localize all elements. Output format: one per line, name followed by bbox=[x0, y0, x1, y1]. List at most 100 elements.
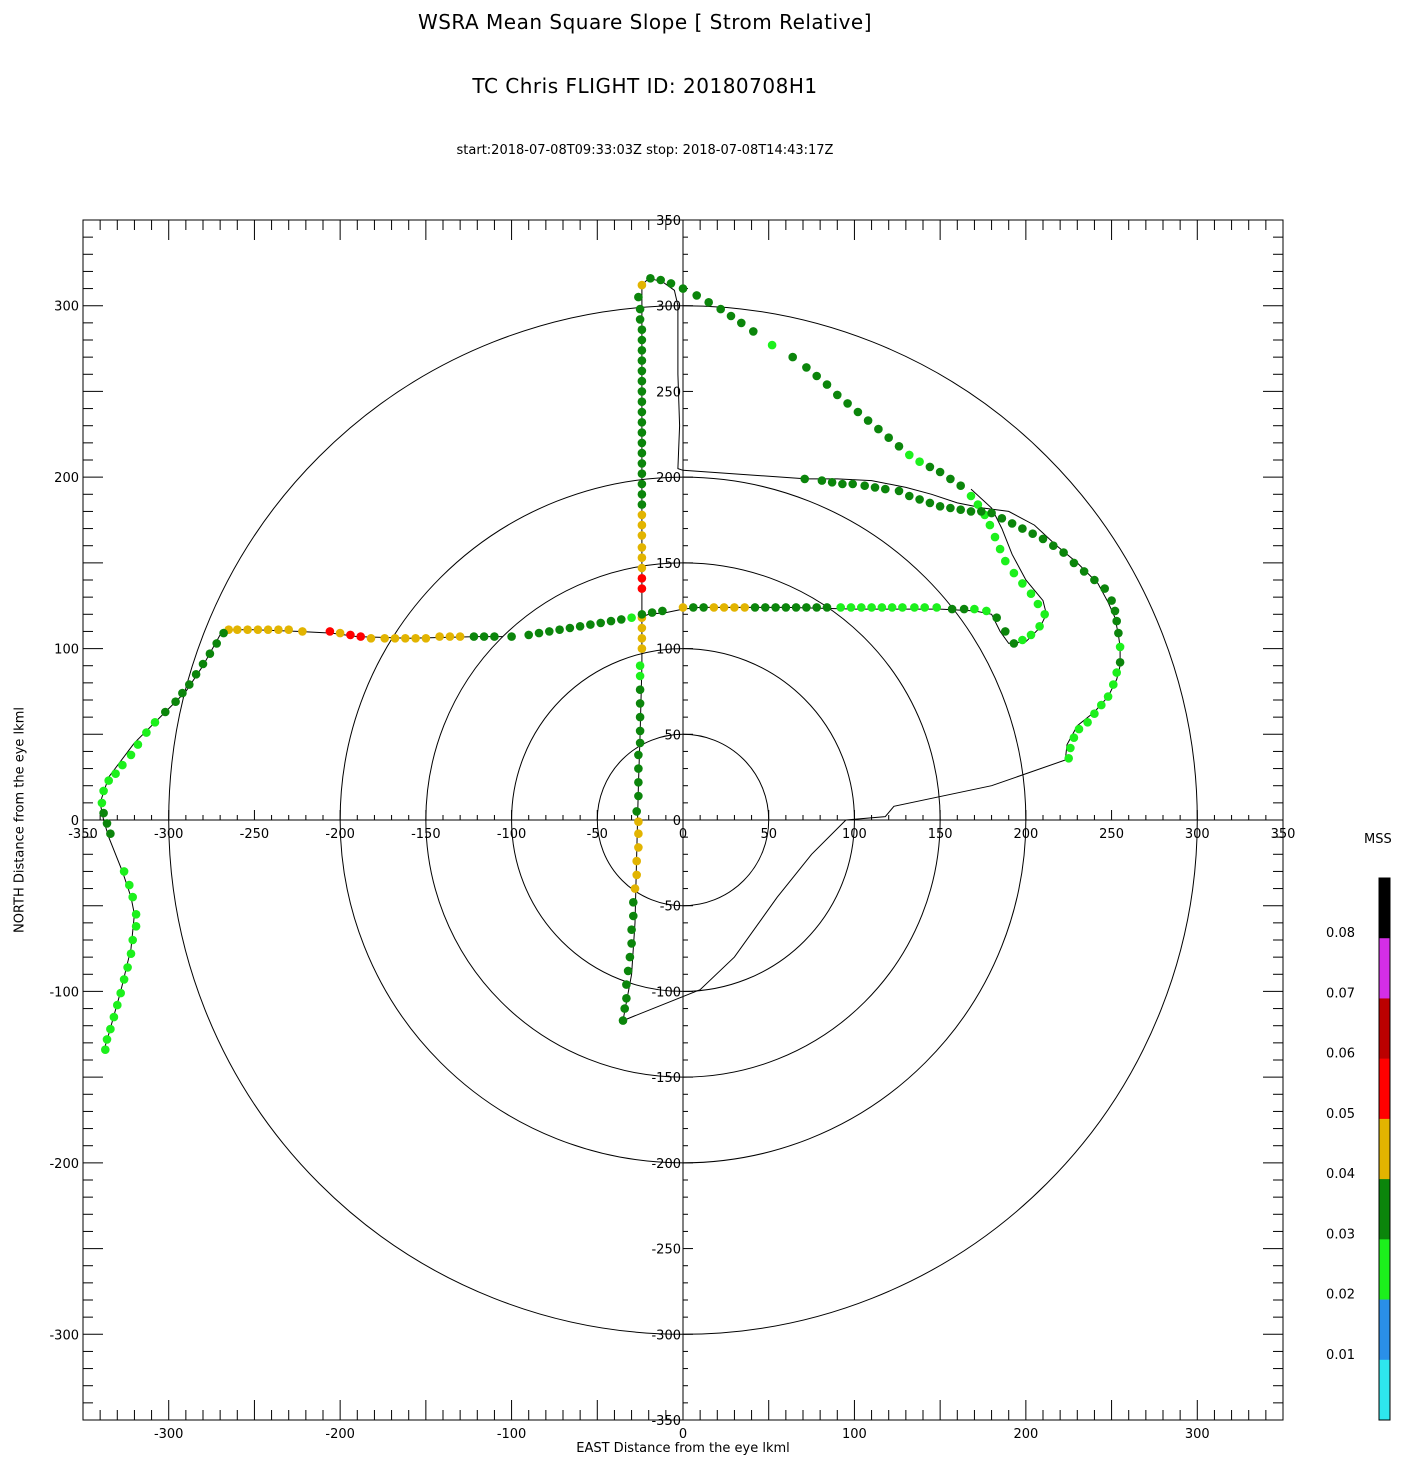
mss-point bbox=[1038, 534, 1048, 544]
mss-point bbox=[1069, 733, 1079, 742]
mss-point bbox=[634, 791, 643, 801]
mss-point bbox=[973, 500, 983, 509]
center-y-tick-label: -150 bbox=[651, 1071, 681, 1086]
mss-point bbox=[99, 808, 108, 818]
mss-point bbox=[637, 531, 647, 540]
center-x-tick-label: 250 bbox=[1099, 827, 1124, 842]
center-x-tick-label: 300 bbox=[1185, 827, 1210, 842]
mss-point bbox=[106, 829, 115, 838]
mss-point bbox=[545, 627, 554, 636]
mss-point bbox=[970, 604, 979, 614]
mss-point bbox=[1007, 519, 1017, 528]
mss-point bbox=[335, 628, 345, 638]
mss-point bbox=[658, 606, 667, 616]
mss-point bbox=[390, 634, 400, 643]
mss-point bbox=[857, 603, 866, 612]
mss-point bbox=[606, 616, 616, 626]
mss-point bbox=[263, 625, 273, 634]
mss-point bbox=[915, 457, 924, 467]
mss-point bbox=[719, 603, 729, 612]
mss-point bbox=[750, 603, 760, 612]
mss-point bbox=[637, 520, 647, 530]
colorbar-segment bbox=[1379, 1179, 1390, 1240]
mss-point bbox=[977, 507, 986, 516]
mss-point bbox=[479, 632, 489, 641]
colorbar-tick-label: 0.03 bbox=[1326, 1227, 1355, 1242]
colorbar-tick-label: 0.08 bbox=[1326, 926, 1355, 941]
mss-point bbox=[985, 520, 995, 530]
mss-point bbox=[634, 292, 643, 302]
mss-point bbox=[632, 807, 641, 816]
mss-point bbox=[586, 620, 595, 629]
center-y-tick-label: -350 bbox=[651, 1414, 681, 1429]
mss-point bbox=[490, 632, 499, 641]
mss-point bbox=[874, 424, 883, 434]
mss-point bbox=[637, 459, 647, 468]
mss-point bbox=[637, 584, 647, 593]
mss-point bbox=[1115, 658, 1125, 667]
mss-point bbox=[656, 275, 665, 285]
colorbar-border bbox=[1378, 877, 1391, 1421]
mss-point bbox=[635, 671, 645, 681]
mss-point bbox=[284, 625, 294, 634]
center-x-tick-label: 350 bbox=[1271, 827, 1296, 842]
mss-point bbox=[1064, 754, 1073, 763]
mss-point bbox=[1018, 524, 1027, 533]
center-axes bbox=[82, 219, 1284, 1421]
mss-point bbox=[411, 634, 420, 643]
mss-point bbox=[966, 491, 976, 501]
mss-point bbox=[678, 284, 688, 293]
mss-point bbox=[1018, 635, 1027, 645]
mss-point bbox=[445, 632, 455, 641]
mss-points bbox=[97, 274, 1125, 1054]
mss-point bbox=[637, 325, 647, 335]
mss-point bbox=[106, 1024, 115, 1034]
colorbar-tick-label: 0.07 bbox=[1326, 986, 1355, 1001]
mss-point bbox=[104, 776, 113, 785]
mss-point bbox=[469, 632, 479, 641]
mss-point bbox=[1009, 568, 1019, 578]
mss-point bbox=[935, 467, 945, 477]
mss-point bbox=[800, 474, 809, 484]
mss-point bbox=[1074, 724, 1084, 734]
x-axis-label: EAST Distance from the eye lkml bbox=[576, 1441, 790, 1456]
center-x-tick-label: -50 bbox=[587, 827, 608, 842]
outer-y-tick-label: -100 bbox=[49, 985, 79, 1000]
y-axis-label: NORTH Distance from the eye lkml bbox=[12, 707, 28, 933]
mss-point bbox=[1009, 639, 1019, 648]
mss-point bbox=[635, 661, 645, 670]
mss-point bbox=[846, 603, 856, 612]
mss-point bbox=[627, 939, 636, 948]
mss-point bbox=[111, 769, 120, 778]
outer-y-tick-label: -200 bbox=[49, 1157, 79, 1172]
mss-point bbox=[1049, 541, 1058, 550]
center-y-tick-label: -300 bbox=[651, 1328, 681, 1343]
mss-point bbox=[959, 604, 969, 614]
mss-point bbox=[1001, 627, 1010, 636]
mss-point bbox=[634, 843, 643, 852]
mss-point bbox=[618, 1016, 628, 1025]
mss-point bbox=[635, 726, 645, 736]
mss-point bbox=[990, 532, 1000, 542]
mss-point bbox=[637, 490, 647, 499]
mss-point bbox=[781, 603, 791, 612]
mss-point bbox=[1059, 548, 1068, 557]
mss-point bbox=[1079, 567, 1089, 576]
mss-point bbox=[637, 366, 647, 376]
colorbar-title: MSS bbox=[1364, 832, 1392, 847]
center-x-tick-label: 100 bbox=[842, 827, 867, 842]
mss-point bbox=[802, 363, 811, 372]
mss-point bbox=[198, 659, 208, 669]
mss-point bbox=[205, 649, 215, 658]
mss-point bbox=[771, 603, 780, 612]
center-y-tick-label: -200 bbox=[651, 1157, 681, 1172]
mss-point bbox=[161, 707, 170, 717]
mss-point bbox=[97, 798, 107, 808]
mss-point bbox=[118, 760, 127, 770]
mss-point bbox=[863, 416, 873, 425]
center-x-tick-label: -300 bbox=[154, 827, 184, 842]
mss-point bbox=[1109, 680, 1118, 689]
mss-point bbox=[637, 610, 647, 619]
mss-point bbox=[565, 623, 575, 633]
